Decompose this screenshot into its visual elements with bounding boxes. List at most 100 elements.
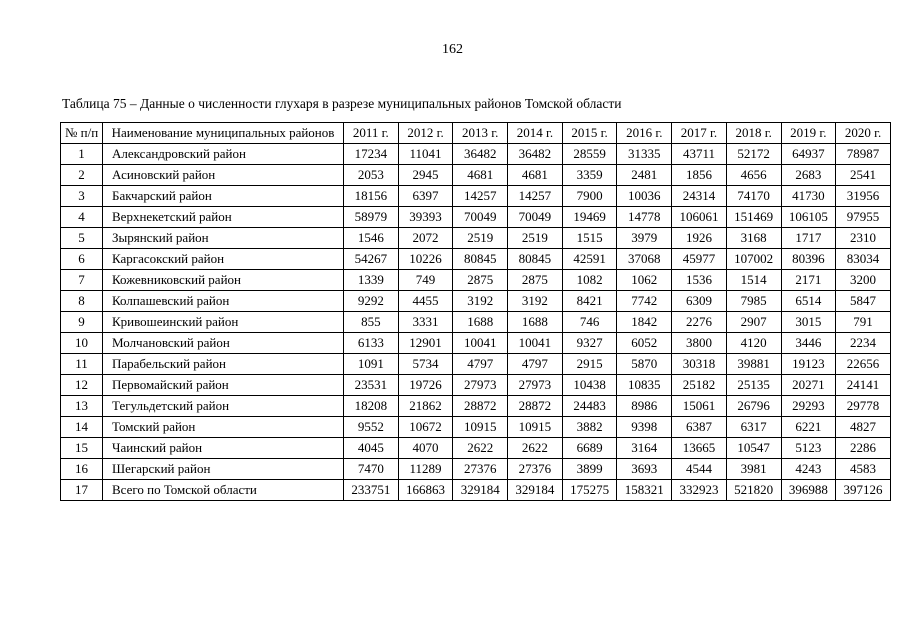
value-cell: 24483 xyxy=(561,395,618,417)
value-cell: 9398 xyxy=(616,416,673,438)
value-cell: 4681 xyxy=(452,164,509,186)
district-name-cell: Зырянский район xyxy=(102,227,344,249)
value-cell: 23531 xyxy=(343,374,399,396)
page-number: 162 xyxy=(442,42,463,57)
value-cell: 9327 xyxy=(561,332,618,354)
value-cell: 54267 xyxy=(343,248,399,270)
value-cell: 31956 xyxy=(835,185,891,207)
district-counts-table: № п/п Наименование муниципальных районов… xyxy=(60,122,891,501)
header-row-number: № п/п xyxy=(60,122,103,144)
value-cell: 36482 xyxy=(452,143,509,165)
value-cell: 1515 xyxy=(561,227,618,249)
table-row: 16 Шегарский район 7470 11289 27376 27376 3899… xyxy=(60,458,891,480)
value-cell: 70049 xyxy=(452,206,509,228)
district-name-cell: Кривошеинский район xyxy=(102,311,344,333)
value-cell: 1082 xyxy=(561,269,618,291)
value-cell: 11041 xyxy=(397,143,454,165)
value-cell: 6221 xyxy=(780,416,837,438)
value-cell: 1514 xyxy=(725,269,782,291)
value-cell: 31335 xyxy=(616,143,673,165)
value-cell: 4045 xyxy=(343,437,399,459)
value-cell: 4656 xyxy=(725,164,782,186)
value-cell: 3015 xyxy=(780,311,837,333)
value-cell: 13665 xyxy=(671,437,727,459)
value-cell: 1688 xyxy=(452,311,509,333)
value-cell: 10036 xyxy=(616,185,673,207)
value-cell: 9292 xyxy=(343,290,399,312)
value-cell: 27376 xyxy=(507,458,563,480)
value-cell: 37068 xyxy=(616,248,673,270)
header-year-2014: 2014 г. xyxy=(507,122,563,144)
district-name-cell: Верхнекетский район xyxy=(102,206,344,228)
value-cell: 28559 xyxy=(561,143,618,165)
value-cell: 3693 xyxy=(616,458,673,480)
value-cell: 10438 xyxy=(561,374,618,396)
value-cell: 10226 xyxy=(397,248,454,270)
value-cell: 28872 xyxy=(452,395,509,417)
value-cell: 4827 xyxy=(835,416,891,438)
district-name-cell: Всего по Томской области xyxy=(102,479,344,501)
row-number-cell: 16 xyxy=(60,458,103,480)
district-name-cell: Томский район xyxy=(102,416,344,438)
value-cell: 2481 xyxy=(616,164,673,186)
value-cell: 4583 xyxy=(835,458,891,480)
value-cell: 2053 xyxy=(343,164,399,186)
value-cell: 14778 xyxy=(616,206,673,228)
value-cell: 3882 xyxy=(561,416,618,438)
value-cell: 5734 xyxy=(397,353,454,375)
value-cell: 3981 xyxy=(725,458,782,480)
value-cell: 17234 xyxy=(343,143,399,165)
district-name-cell: Каргасокский район xyxy=(102,248,344,270)
value-cell: 3800 xyxy=(671,332,727,354)
table-row: 15 Чаинский район 4045 4070 2622 2622 6689 3164… xyxy=(60,437,891,459)
value-cell: 78987 xyxy=(835,143,891,165)
table-row: 10 Молчановский район 6133 12901 10041 10041 9… xyxy=(60,332,891,354)
table-row: 7 Кожевниковский район 1339 749 2875 2875 1082… xyxy=(60,269,891,291)
value-cell: 329184 xyxy=(507,479,563,501)
table-row: 4 Верхнекетский район 58979 39393 70049 70049… xyxy=(60,206,891,228)
value-cell: 2541 xyxy=(835,164,891,186)
district-name-cell: Кожевниковский район xyxy=(102,269,344,291)
value-cell: 10672 xyxy=(397,416,454,438)
district-name-cell: Молчановский район xyxy=(102,332,344,354)
value-cell: 2310 xyxy=(835,227,891,249)
value-cell: 2276 xyxy=(671,311,727,333)
header-year-2011: 2011 г. xyxy=(343,122,399,144)
row-number-cell: 3 xyxy=(60,185,103,207)
value-cell: 10835 xyxy=(616,374,673,396)
row-number-cell: 9 xyxy=(60,311,103,333)
value-cell: 8986 xyxy=(616,395,673,417)
value-cell: 1926 xyxy=(671,227,727,249)
value-cell: 5870 xyxy=(616,353,673,375)
value-cell: 749 xyxy=(397,269,454,291)
value-cell: 6309 xyxy=(671,290,727,312)
value-cell: 2171 xyxy=(780,269,837,291)
value-cell: 1842 xyxy=(616,311,673,333)
value-cell: 3331 xyxy=(397,311,454,333)
value-cell: 1536 xyxy=(671,269,727,291)
row-number-cell: 10 xyxy=(60,332,103,354)
row-number-cell: 8 xyxy=(60,290,103,312)
value-cell: 25182 xyxy=(671,374,727,396)
value-cell: 52172 xyxy=(725,143,782,165)
value-cell: 1062 xyxy=(616,269,673,291)
value-cell: 42591 xyxy=(561,248,618,270)
value-cell: 2915 xyxy=(561,353,618,375)
value-cell: 3446 xyxy=(780,332,837,354)
value-cell: 24314 xyxy=(671,185,727,207)
value-cell: 6387 xyxy=(671,416,727,438)
table-body: 1 Александровский район 17234 11041 36482 364… xyxy=(60,143,891,501)
district-name-cell: Бакчарский район xyxy=(102,185,344,207)
value-cell: 2875 xyxy=(452,269,509,291)
value-cell: 22656 xyxy=(835,353,891,375)
header-district-name: Наименование муниципальных районов xyxy=(102,122,344,144)
district-name-cell: Колпашевский район xyxy=(102,290,344,312)
value-cell: 4455 xyxy=(397,290,454,312)
value-cell: 233751 xyxy=(343,479,399,501)
value-cell: 36482 xyxy=(507,143,563,165)
value-cell: 791 xyxy=(835,311,891,333)
value-cell: 3979 xyxy=(616,227,673,249)
value-cell: 39881 xyxy=(725,353,782,375)
value-cell: 41730 xyxy=(780,185,837,207)
